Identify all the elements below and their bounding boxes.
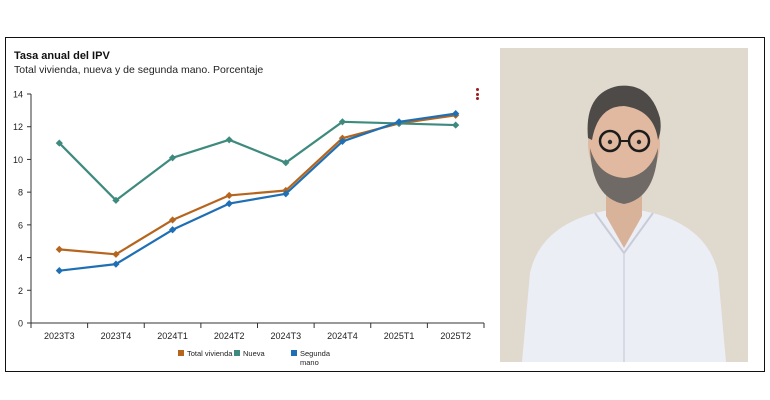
legend-label-2: Segunda mano xyxy=(300,349,331,367)
x-tick-label: 2024T3 xyxy=(271,331,302,341)
data-point xyxy=(282,159,290,167)
y-tick-label: 2 xyxy=(18,286,23,296)
chart-subtitle: Total vivienda, nueva y de segunda mano.… xyxy=(14,64,264,76)
y-tick-label: 10 xyxy=(13,155,23,165)
x-tick-label: 2025T1 xyxy=(384,331,415,341)
x-tick-label: 2025T2 xyxy=(440,331,471,341)
series-line-1 xyxy=(58,120,456,202)
legend-label-1: Nueva xyxy=(243,349,266,358)
data-point xyxy=(55,245,63,253)
legend-swatch-0 xyxy=(178,350,184,356)
data-point xyxy=(55,267,63,275)
x-tick-label: 2023T4 xyxy=(101,331,132,341)
data-point xyxy=(168,226,177,234)
x-tick-label: 2024T2 xyxy=(214,331,245,341)
data-point xyxy=(395,118,403,126)
y-tick-label: 12 xyxy=(13,122,23,132)
data-point xyxy=(452,110,460,118)
data-point xyxy=(168,154,177,162)
y-tick-label: 6 xyxy=(18,220,23,230)
legend-swatch-1 xyxy=(234,350,240,356)
legend-swatch-2 xyxy=(291,350,297,356)
data-point xyxy=(112,196,120,204)
y-tick-label: 0 xyxy=(18,319,23,329)
data-point xyxy=(168,216,177,224)
hair xyxy=(587,85,661,140)
y-tick-label: 14 xyxy=(13,90,23,100)
y-tick-label: 8 xyxy=(18,188,23,198)
x-tick-label: 2024T4 xyxy=(327,331,358,341)
data-point xyxy=(225,136,233,144)
data-point xyxy=(225,199,233,208)
y-tick-label: 4 xyxy=(18,253,23,263)
data-point xyxy=(338,137,347,146)
series-line-2 xyxy=(59,112,456,272)
data-point xyxy=(282,190,290,198)
x-tick-label: 2023T3 xyxy=(44,331,75,341)
x-tick-label: 2024T1 xyxy=(157,331,188,341)
chart-plot: 0 2 4 6 8 10 12 14 2023T3 2023T4 2024T1 2024T2 2024T… xyxy=(13,90,485,367)
data-point xyxy=(338,118,347,126)
data-point xyxy=(452,121,460,129)
chart-menu-icon[interactable] xyxy=(476,88,482,102)
legend-label-0: Total vivienda xyxy=(187,349,233,358)
figure-frame: Tasa anual del IPV Total vivienda, nueva… xyxy=(5,37,765,372)
face xyxy=(588,97,660,189)
data-point xyxy=(112,260,120,268)
data-point xyxy=(225,191,233,200)
person-portrait-photo xyxy=(500,48,748,362)
series-line-0 xyxy=(59,114,456,256)
chart-title: Tasa anual del IPV xyxy=(14,50,110,62)
beard xyxy=(590,148,658,204)
